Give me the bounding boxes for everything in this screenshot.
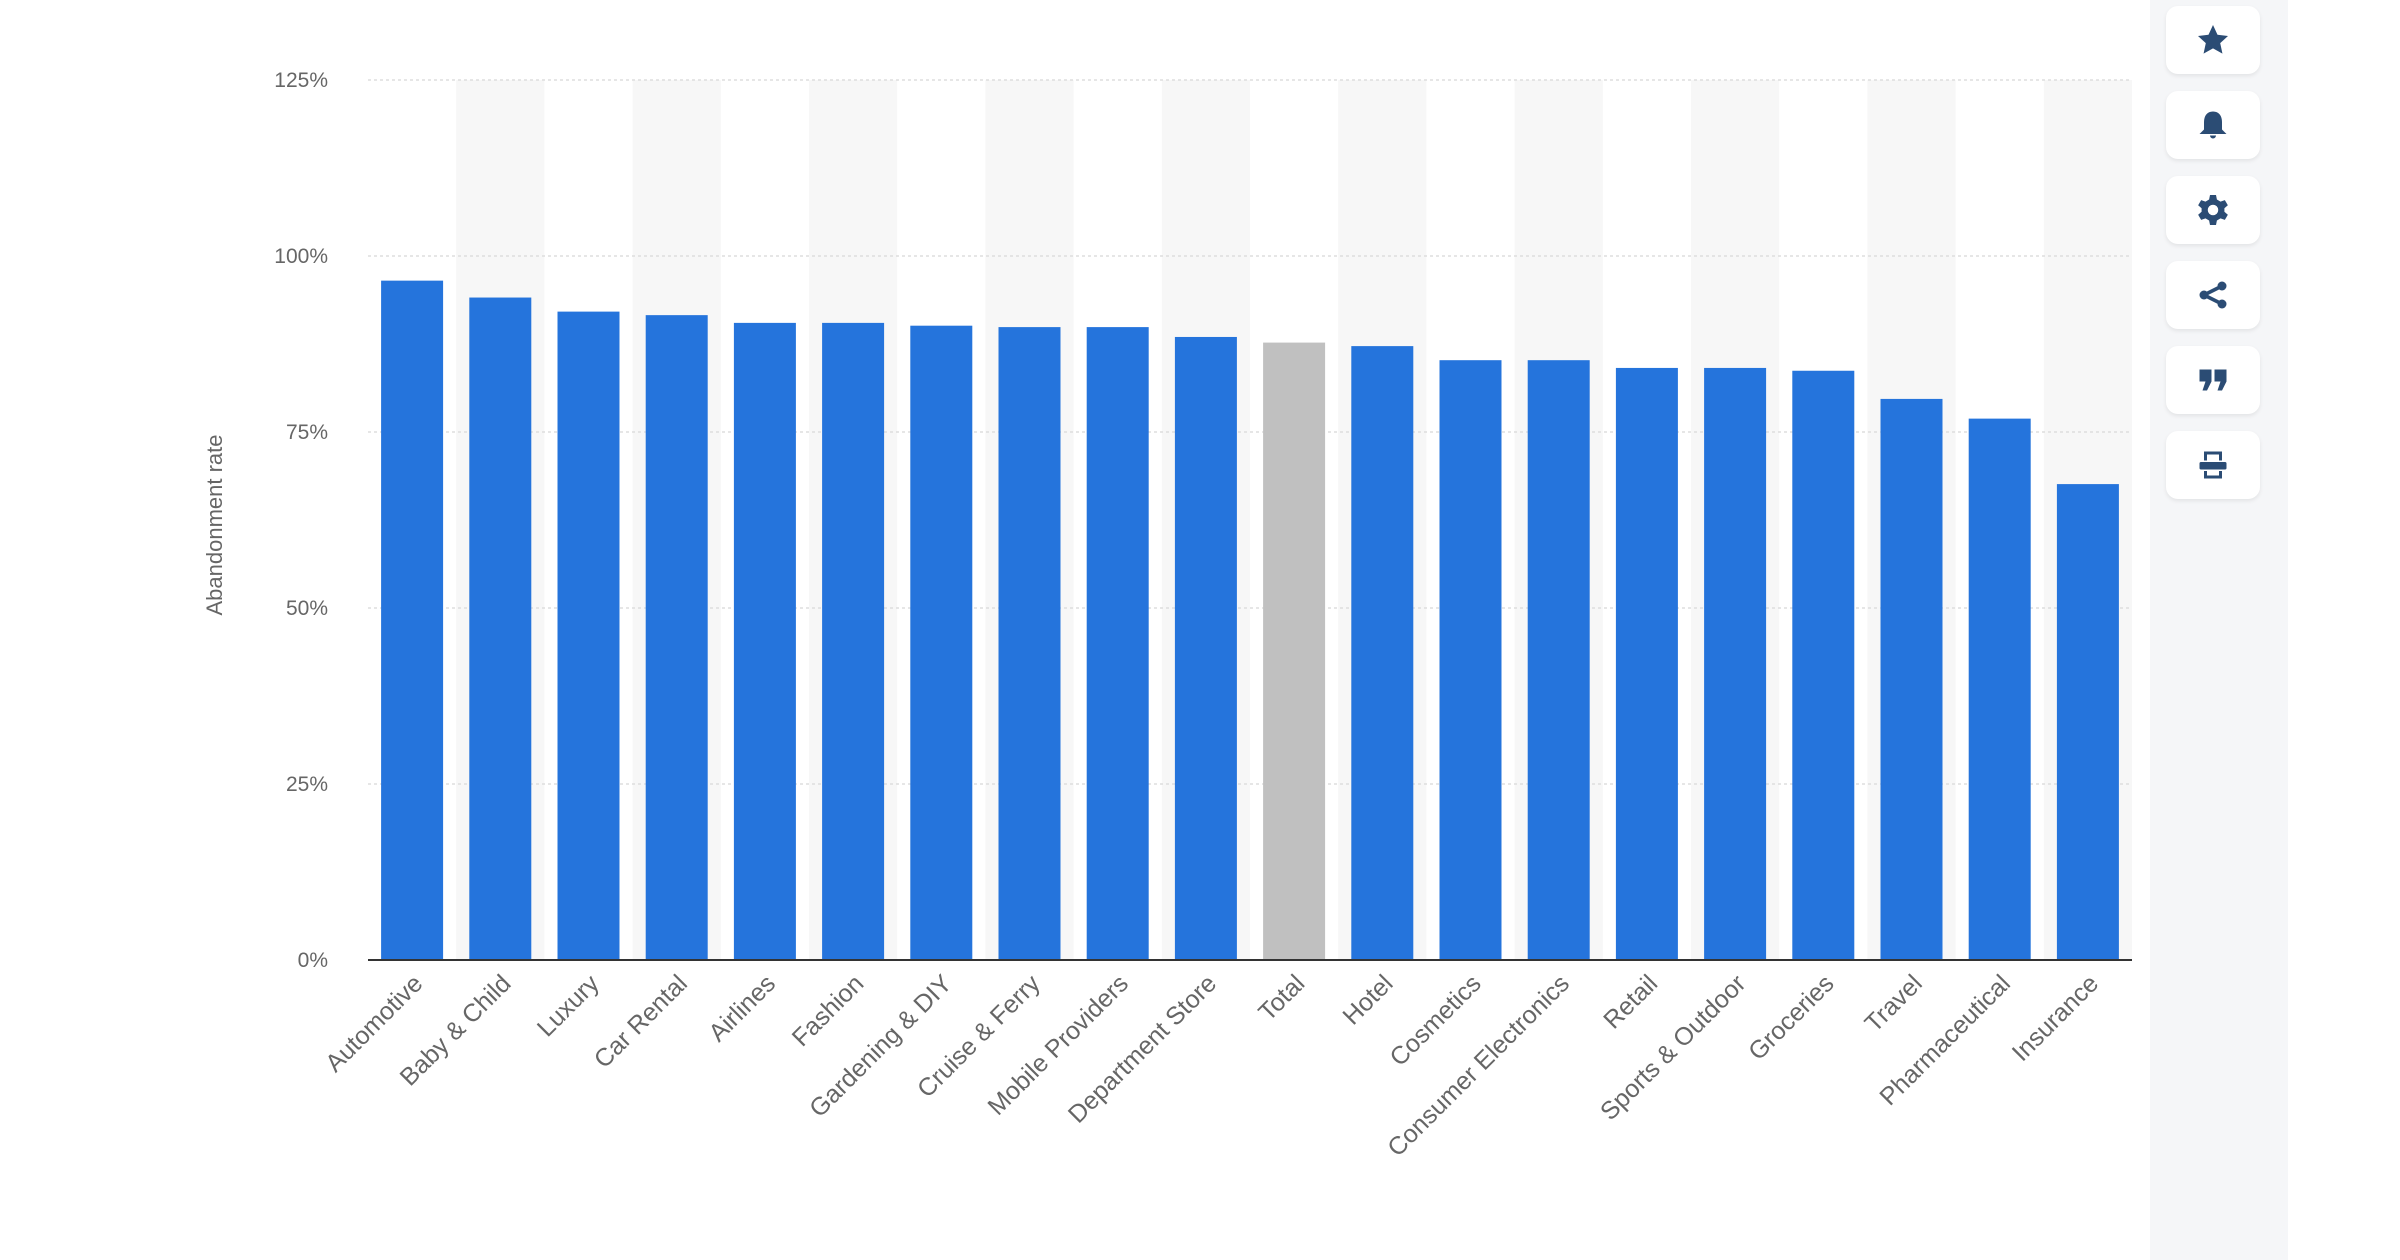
bar-mobile-providers (1086, 327, 1149, 960)
bar-consumer-electronics (1527, 360, 1590, 960)
bar-cosmetics (1439, 360, 1502, 960)
x-tick-label: Retail (1598, 969, 1663, 1034)
bar-baby-child (469, 297, 532, 960)
bar-insurance (2056, 484, 2119, 960)
x-tick-label: Travel (1859, 969, 1927, 1037)
x-tick-label: Hotel (1337, 969, 1398, 1030)
x-tick-label: Car Rental (589, 969, 693, 1073)
bar-fashion (822, 322, 885, 960)
bar-car-rental (645, 315, 708, 960)
x-tick-label: Total (1253, 969, 1310, 1026)
bar-groceries (1792, 370, 1855, 960)
bell-icon (2199, 111, 2227, 139)
cite-button[interactable] (2166, 346, 2260, 414)
x-tick-label: Luxury (532, 969, 605, 1042)
star-icon (2198, 25, 2228, 54)
x-tick-label: Groceries (1743, 969, 1839, 1065)
x-tick-label: Insurance (2007, 969, 2104, 1066)
notification-button[interactable] (2166, 91, 2260, 159)
x-tick-label: Consumer Electronics (1382, 969, 1575, 1162)
share-icon (2199, 281, 2227, 309)
print-icon (2199, 451, 2227, 479)
share-button[interactable] (2166, 261, 2260, 329)
y-tick-label: 75% (286, 421, 328, 444)
y-axis-label: Abandonment rate (202, 434, 227, 615)
bar-automotive (381, 280, 444, 960)
favorite-button[interactable] (2166, 6, 2260, 74)
x-tick-label: Fashion (787, 969, 870, 1052)
y-tick-label: 25% (286, 773, 328, 796)
chart-toolbar (2150, 0, 2288, 1260)
bar-gardening-diy (910, 325, 973, 960)
x-tick-label: Sports & Outdoor (1595, 969, 1751, 1125)
bar-pharmaceutical (1968, 418, 2031, 960)
bar-airlines (733, 322, 796, 960)
x-tick-label: Department Store (1063, 969, 1222, 1128)
bar-total (1263, 342, 1326, 960)
bar-travel (1880, 398, 1943, 960)
print-button[interactable] (2166, 431, 2260, 499)
quote-icon (2199, 369, 2227, 391)
bar-department-store (1174, 336, 1237, 961)
bar-retail (1615, 367, 1678, 960)
y-tick-label: 50% (286, 597, 328, 620)
gear-icon (2198, 195, 2228, 225)
bar-luxury (557, 311, 620, 961)
y-tick-label: 0% (298, 949, 328, 972)
bar-cruise-ferry (998, 327, 1061, 960)
bar-hotel (1351, 346, 1414, 960)
y-tick-label: 125% (274, 69, 328, 92)
x-tick-label: Airlines (703, 969, 781, 1047)
bar-sports-outdoor (1704, 367, 1767, 960)
settings-button[interactable] (2166, 176, 2260, 244)
y-tick-label: 100% (274, 245, 328, 268)
